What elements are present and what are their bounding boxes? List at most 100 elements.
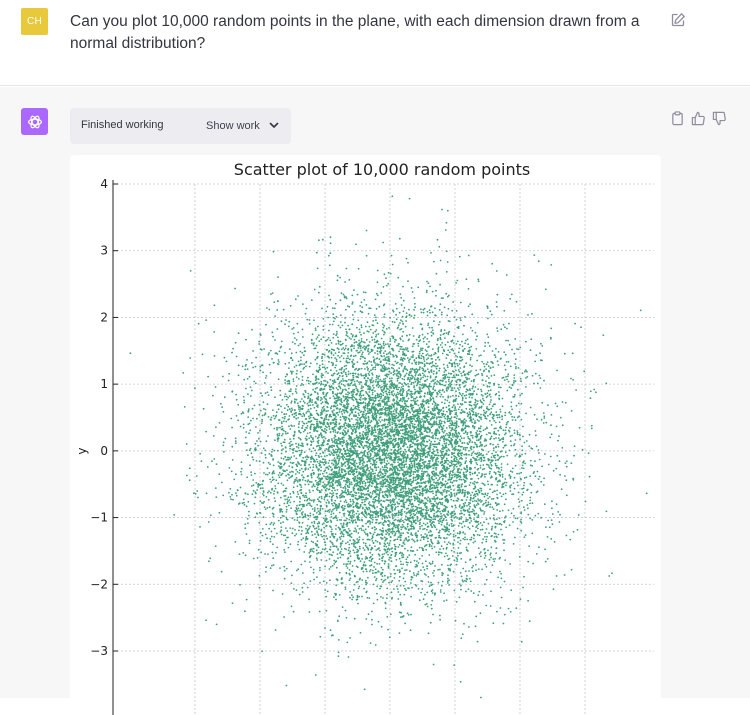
scatter-point [428,581,430,583]
scatter-point [371,559,373,561]
scatter-point [418,588,420,590]
scatter-point [490,437,492,439]
scatter-point [382,527,384,529]
scatter-point [421,385,423,387]
scatter-point [502,441,504,443]
scatter-point [284,379,286,381]
scatter-point [372,572,374,574]
scatter-point [361,338,363,340]
scatter-point [309,432,311,434]
scatter-point [431,426,433,428]
openai-logo-icon [21,108,48,135]
scatter-point [241,413,243,415]
scatter-point [444,337,446,339]
scatter-point [506,482,508,484]
scatter-point [343,369,345,371]
scatter-point [459,406,461,408]
scatter-point [317,487,319,489]
scatter-point [492,492,494,494]
scatter-point [363,565,365,567]
scatter-point [453,410,455,412]
scatter-point [490,411,492,413]
scatter-point [486,396,488,398]
scatter-point [605,382,607,384]
scatter-point [239,584,241,586]
scatter-point [501,496,503,498]
scatter-point [508,323,510,325]
scatter-point [377,426,379,428]
scatter-point [484,366,486,368]
scatter-point [378,343,380,345]
scatter-point [445,476,447,478]
scatter-point [459,387,461,389]
scatter-point [414,306,416,308]
scatter-point [209,557,211,559]
scatter-point [490,605,492,607]
scatter-point [348,371,350,373]
scatter-point [530,492,532,494]
scatter-point [362,464,364,466]
scatter-point [356,538,358,540]
scatter-point [458,396,460,398]
scatter-point [308,502,310,504]
scatter-point [260,551,262,553]
scatter-point [424,569,426,571]
scatter-point [456,517,458,519]
scatter-point [407,446,409,448]
user-avatar: CH [21,8,48,35]
scatter-point [455,409,457,411]
scatter-point [423,502,425,504]
scatter-point [339,392,341,394]
scatter-point [368,360,370,362]
scatter-point [518,456,520,458]
show-work-button[interactable]: Show work [206,114,286,138]
scatter-point [398,499,400,501]
scatter-point [484,484,486,486]
scatter-point [283,495,285,497]
scatter-point [370,505,372,507]
scatter-point [497,417,499,419]
scatter-point [267,403,269,405]
scatter-point [312,534,314,536]
thumbs-up-icon[interactable] [691,111,706,126]
scatter-point [260,441,262,443]
scatter-point [322,360,324,362]
pencil-square-icon[interactable] [670,12,686,28]
scatter-point [439,569,441,571]
clipboard-icon[interactable] [670,111,685,126]
scatter-point [410,368,412,370]
scatter-point [297,485,299,487]
thumbs-down-icon[interactable] [712,111,727,126]
scatter-point [591,428,593,430]
scatter-point [363,588,365,590]
scatter-point [464,348,466,350]
scatter-point [477,468,479,470]
scatter-point [329,496,331,498]
scatter-point [521,419,523,421]
scatter-point [402,316,404,318]
scatter-point [284,456,286,458]
scatter-point [298,361,300,363]
scatter-point [273,493,275,495]
scatter-point [377,433,379,435]
scatter-point [362,496,364,498]
scatter-point [381,450,383,452]
scatter-point [406,569,408,571]
scatter-point [451,482,453,484]
scatter-point [323,389,325,391]
scatter-point [506,328,508,330]
scatter-point [348,491,350,493]
scatter-point [379,477,381,479]
scatter-point [285,475,287,477]
scatter-point [387,460,389,462]
scatter-point [420,308,422,310]
scatter-point [404,383,406,385]
scatter-point [269,506,271,508]
scatter-point [460,462,462,464]
scatter-point [394,444,396,446]
scatter-point [252,479,254,481]
scatter-point [465,420,467,422]
scatter-point [392,533,394,535]
scatter-point [281,426,283,428]
scatter-point [480,612,482,614]
